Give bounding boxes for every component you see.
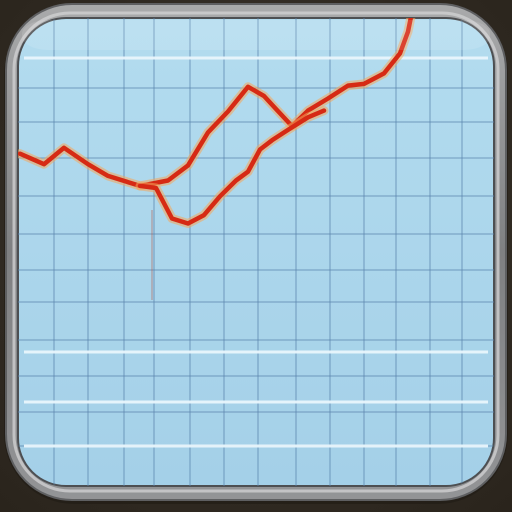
frame-inner-highlight [12,11,500,493]
chart-screen [17,17,495,487]
chart-lines [18,18,417,228]
screen-gloss [22,20,490,50]
series-line [18,18,415,189]
